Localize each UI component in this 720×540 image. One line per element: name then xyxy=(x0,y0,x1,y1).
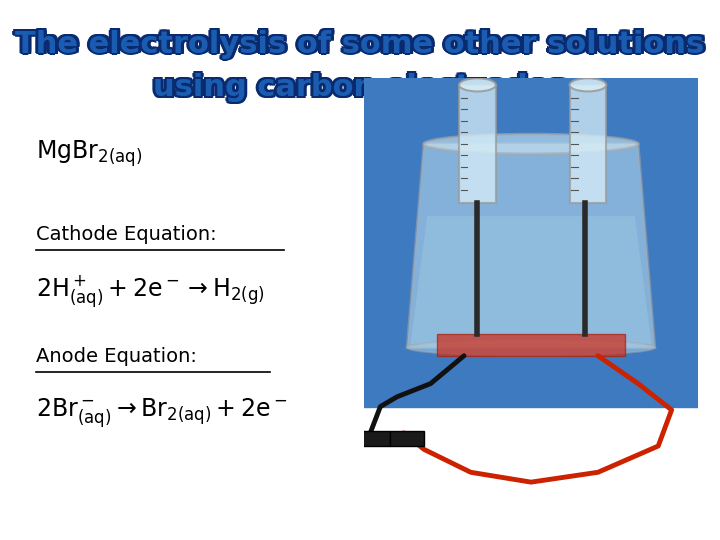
Ellipse shape xyxy=(570,78,606,91)
Bar xyxy=(459,85,496,203)
Text: The electrolysis of some other solutions: The electrolysis of some other solutions xyxy=(17,28,707,57)
Text: using carbon electrodes: using carbon electrodes xyxy=(151,71,564,100)
Text: The electrolysis of some other solutions: The electrolysis of some other solutions xyxy=(15,30,705,59)
Text: using carbon electrodes: using carbon electrodes xyxy=(150,73,564,102)
Ellipse shape xyxy=(407,339,655,356)
Text: using carbon electrodes: using carbon electrodes xyxy=(153,75,567,104)
Text: The electrolysis of some other solutions: The electrolysis of some other solutions xyxy=(13,28,703,57)
Text: using carbon electrodes: using carbon electrodes xyxy=(153,71,567,100)
Bar xyxy=(390,431,424,446)
Bar xyxy=(570,85,606,203)
Bar xyxy=(364,78,698,407)
Text: $\mathregular{2Br^-_{(aq)} \rightarrow Br_{2(aq)} + 2e^-}$: $\mathregular{2Br^-_{(aq)} \rightarrow B… xyxy=(36,396,287,430)
Text: using carbon electrodes: using carbon electrodes xyxy=(156,71,569,100)
Text: using carbon electrodes: using carbon electrodes xyxy=(156,73,570,102)
Text: The electrolysis of some other solutions: The electrolysis of some other solutions xyxy=(12,30,702,59)
Bar xyxy=(437,334,625,356)
Ellipse shape xyxy=(424,134,638,154)
Text: using carbon electrodes: using carbon electrodes xyxy=(156,75,569,104)
Text: The electrolysis of some other solutions: The electrolysis of some other solutions xyxy=(15,32,705,61)
Text: The electrolysis of some other solutions: The electrolysis of some other solutions xyxy=(17,31,707,60)
Polygon shape xyxy=(410,216,652,344)
Ellipse shape xyxy=(459,78,496,91)
Text: The electrolysis of some other solutions: The electrolysis of some other solutions xyxy=(13,31,703,60)
Text: Anode Equation:: Anode Equation: xyxy=(36,347,197,366)
Text: MgBr$\mathregular{_{2(aq)}}$: MgBr$\mathregular{_{2(aq)}}$ xyxy=(36,139,143,169)
Text: $\mathregular{2H^+_{(aq)} + 2e^- \rightarrow H_{2(g)}}$: $\mathregular{2H^+_{(aq)} + 2e^- \righta… xyxy=(36,273,265,310)
Bar xyxy=(357,431,390,446)
Polygon shape xyxy=(407,144,655,348)
Text: using carbon electrodes: using carbon electrodes xyxy=(153,73,567,102)
Text: The electrolysis of some other solutions: The electrolysis of some other solutions xyxy=(15,28,705,57)
Text: using carbon electrodes: using carbon electrodes xyxy=(151,75,564,104)
Text: The electrolysis of some other solutions: The electrolysis of some other solutions xyxy=(18,30,708,59)
Text: Cathode Equation:: Cathode Equation: xyxy=(36,225,217,245)
